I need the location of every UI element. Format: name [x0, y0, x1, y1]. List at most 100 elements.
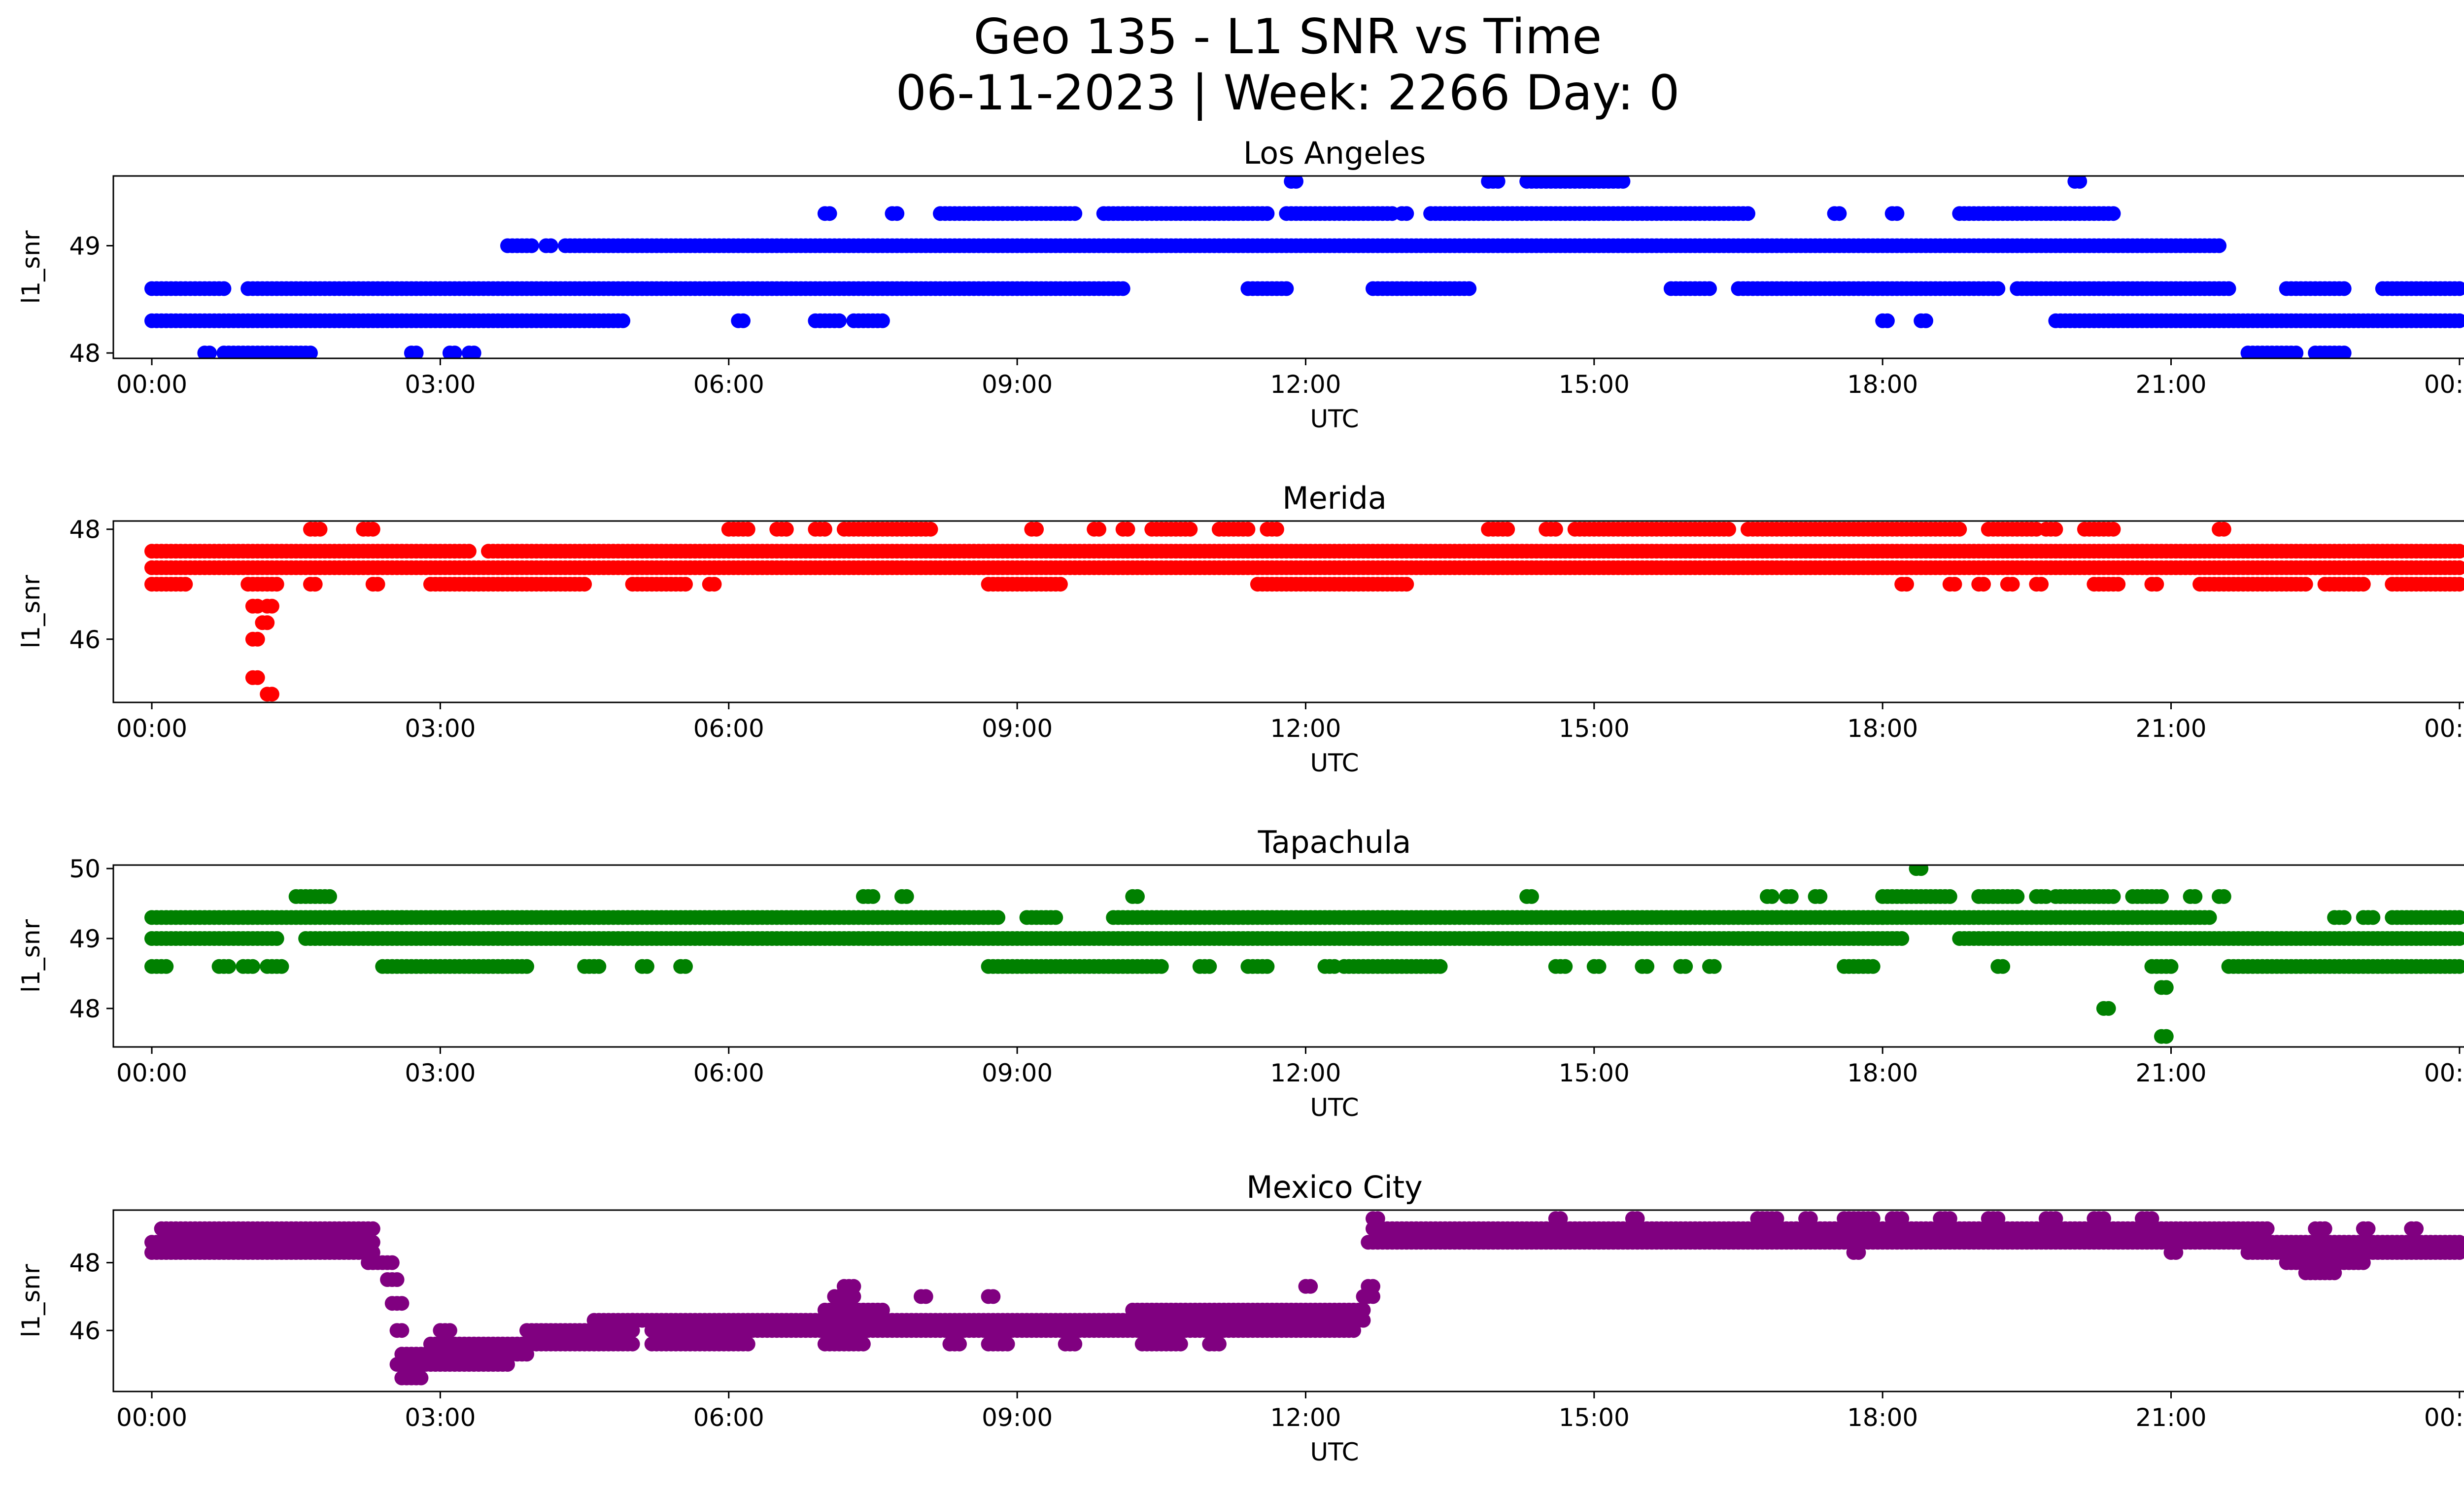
tapachula-y-tick-label: 49 — [69, 925, 101, 953]
tapachula-data-point — [2336, 910, 2352, 925]
merida-data-point — [1976, 577, 1991, 592]
subplot-mexico-city: 00:00 03:00 06:00 09:00 12:00 15:00 18:00 21:00… — [17, 1169, 2464, 1466]
mexico-city-series-49.3 — [1366, 1211, 2159, 1226]
los-angeles-data-point — [447, 346, 462, 358]
merida-x-tick-label: 06:00 — [693, 714, 764, 743]
los-angeles-data-point — [1260, 206, 1275, 221]
tapachula-x-tick-label: 00:00 — [2424, 1059, 2464, 1087]
merida-series-47.6 — [144, 544, 2464, 559]
los-angeles-x-tick-label: 09:00 — [982, 370, 1053, 399]
merida-series-45 — [260, 687, 279, 702]
merida-data-point — [1721, 522, 1736, 537]
mexico-city-series-48.6 — [144, 1235, 380, 1250]
tapachula-series-49.3 — [144, 910, 2464, 925]
mexico-city-data-point — [413, 1370, 429, 1386]
mexico-city-data-point — [394, 1323, 410, 1338]
los-angeles-x-tick-label: 00:00 — [116, 370, 187, 399]
los-angeles-data-point — [1490, 176, 1506, 189]
mexico-city-data-point — [1769, 1211, 1784, 1226]
tapachula-data-point — [591, 959, 607, 974]
merida-data-point — [264, 598, 279, 614]
mexico-city-data-point — [365, 1235, 380, 1250]
tapachula-data-point — [1894, 931, 1910, 946]
tapachula-data-point — [899, 889, 914, 904]
merida-x-tick-label: 03:00 — [405, 714, 476, 743]
tapachula-data-point — [678, 959, 693, 974]
tapachula-data-point — [1591, 959, 1607, 974]
merida-data-point — [1240, 522, 1256, 537]
mexico-city-data-point — [1865, 1211, 1881, 1226]
los-angeles-x-tick-label: 06:00 — [693, 370, 764, 399]
los-angeles-data-point — [1741, 206, 1755, 221]
merida-data-point — [2298, 577, 2313, 592]
los-angeles-data-point — [1115, 281, 1130, 296]
mexico-city-data-point — [1211, 1336, 1227, 1352]
merida-data-point — [2111, 577, 2126, 592]
mexico-city-series-46.6 — [817, 1302, 1371, 1318]
tapachula-y-tick-label: 50 — [69, 855, 101, 883]
los-angeles-x-tick-label: 00:00 — [2424, 370, 2464, 399]
tapachula-data-point — [2154, 889, 2169, 904]
los-angeles-series-48 — [197, 346, 2352, 358]
los-angeles-data-point — [1918, 313, 1933, 328]
subplot-los-angeles: 00:00 03:00 06:00 09:00 12:00 15:00 18:00 21:00… — [17, 135, 2464, 433]
tapachula-data-point — [2452, 959, 2464, 974]
tapachula-data-point — [2106, 889, 2121, 904]
tapachula-data-point — [274, 959, 289, 974]
los-angeles-data-point — [2072, 176, 2088, 189]
mexico-city-data-point — [918, 1289, 933, 1304]
tapachula-data-point — [1154, 959, 1169, 974]
los-angeles-series-48.3 — [144, 313, 2464, 328]
tapachula-data-point — [2163, 959, 2179, 974]
merida-data-point — [250, 631, 265, 647]
los-angeles-series-49.3 — [817, 206, 2121, 221]
tapachula-data-point — [1048, 910, 1063, 925]
merida-data-point — [2452, 560, 2464, 575]
los-angeles-series-49 — [500, 238, 2227, 253]
tapachula-data-point — [1202, 959, 1217, 974]
merida-data-point — [1947, 577, 1962, 592]
merida-data-point — [2048, 522, 2063, 537]
merida-data-point — [370, 577, 385, 592]
tapachula-data-point — [1865, 959, 1881, 974]
tapachula-series-48.3 — [2154, 980, 2174, 995]
mexico-city-series-48 — [361, 1255, 400, 1270]
merida-data-point — [2106, 522, 2121, 537]
merida-data-point — [577, 577, 592, 592]
tapachula-data-point — [519, 959, 534, 974]
los-angeles-data-point — [216, 281, 232, 296]
tapachula-data-point — [1558, 959, 1573, 974]
los-angeles-data-point — [1289, 176, 1303, 189]
tapachula-data-point — [1764, 889, 1780, 904]
tapachula-data-point — [1783, 889, 1799, 904]
los-angeles-data-point — [1615, 176, 1631, 189]
los-angeles-series-49.6 — [1284, 176, 2088, 189]
merida-series-47 — [144, 577, 2464, 592]
merida-data-point — [923, 522, 938, 537]
tapachula-data-point — [1433, 959, 1448, 974]
los-angeles-x-tick-label: 15:00 — [1559, 370, 1630, 399]
merida-x-tick-label: 15:00 — [1559, 714, 1630, 743]
merida-y-axis-label: l1_snr — [17, 575, 45, 648]
mexico-city-data-point — [1173, 1336, 1188, 1352]
mexico-city-data-point — [2259, 1221, 2275, 1236]
tapachula-x-tick-label: 18:00 — [1847, 1059, 1918, 1087]
los-angeles-data-point — [1462, 281, 1477, 296]
figure-title-line-1: Geo 135 - L1 SNR vs Time — [973, 9, 1602, 65]
los-angeles-data-point — [2289, 346, 2304, 358]
merida-data-point — [1500, 522, 1515, 537]
mexico-city-data-point — [986, 1289, 1001, 1304]
tapachula-series-49 — [144, 931, 2464, 946]
merida-data-point — [1053, 577, 1068, 592]
merida-data-point — [2356, 577, 2371, 592]
merida-axes-frame — [112, 520, 2464, 703]
mexico-city-data-point — [1366, 1279, 1380, 1294]
mexico-city-series-47 — [827, 1289, 1380, 1304]
los-angeles-data-point — [524, 238, 539, 253]
los-angeles-series-48.6 — [144, 281, 2464, 296]
los-angeles-x-tick-label: 21:00 — [2135, 370, 2206, 399]
merida-data-point — [817, 522, 832, 537]
merida-data-point — [1183, 522, 1198, 537]
mexico-city-data-point — [389, 1272, 405, 1287]
